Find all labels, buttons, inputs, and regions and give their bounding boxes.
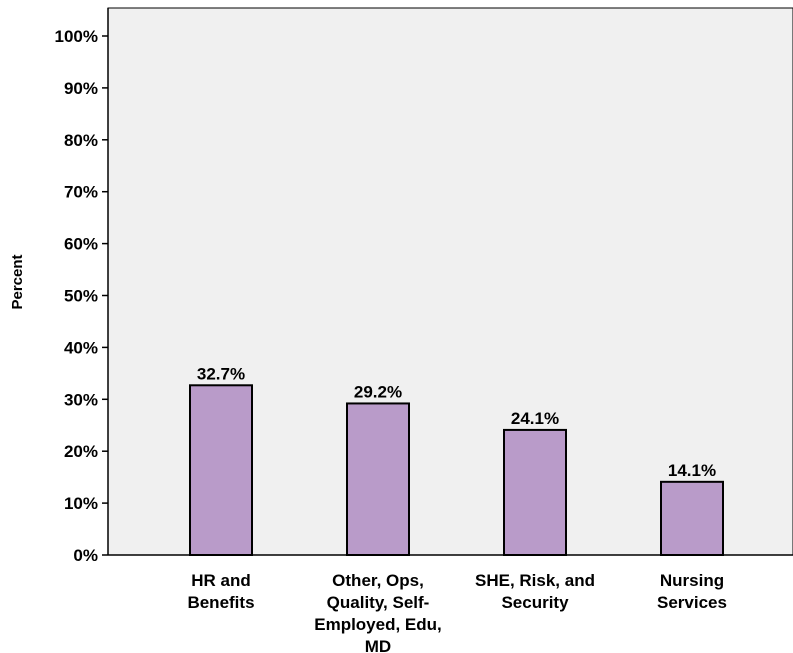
- y-tick-label: 70%: [64, 183, 98, 202]
- x-category-label-line: Other, Ops,: [332, 571, 424, 590]
- bar: [660, 480, 724, 557]
- bar-data-label: 29.2%: [354, 382, 402, 401]
- x-category-label: Other, Ops, Quality, Self- Employed, Edu, M…: [314, 571, 442, 653]
- y-tick-label: 40%: [64, 338, 98, 357]
- y-tick-label: 30%: [64, 390, 98, 409]
- bar-data-label: 32.7%: [197, 364, 245, 383]
- x-category-label-line: Services: [657, 593, 727, 612]
- y-tick-label: 50%: [64, 287, 98, 306]
- x-category-label-line: Nursing: [660, 571, 724, 590]
- x-category-label: SHE, Risk, and Security: [475, 571, 595, 612]
- bar: [503, 428, 567, 556]
- bar-data-label: 24.1%: [511, 409, 559, 428]
- x-category-label-line: Benefits: [187, 593, 254, 612]
- x-category-label-line: Quality, Self-: [327, 593, 430, 612]
- y-axis-ticks: 0% 10% 20% 30% 40% 50% 60% 70% 80% 90% 100%: [55, 27, 108, 565]
- y-tick-label: 100%: [55, 27, 98, 46]
- y-tick-label: 90%: [64, 79, 98, 98]
- y-tick-label: 0%: [73, 546, 98, 565]
- x-category-label-line: SHE, Risk, and: [475, 571, 595, 590]
- bar-series: [189, 384, 724, 557]
- y-tick-label: 80%: [64, 131, 98, 150]
- x-category-label: Nursing Services: [657, 571, 727, 612]
- x-category-label-line: HR and: [191, 571, 251, 590]
- x-axis-category-labels: HR and Benefits Other, Ops, Quality, Self- E…: [187, 571, 727, 653]
- y-axis-title: Percent: [9, 254, 26, 309]
- bar: [189, 384, 253, 556]
- x-category-label-line: Employed, Edu,: [314, 615, 442, 634]
- bar: [346, 402, 410, 556]
- y-tick-label: 60%: [64, 235, 98, 254]
- x-category-label-line: Security: [501, 593, 569, 612]
- bar-data-label: 14.1%: [668, 461, 716, 480]
- x-category-label-line: MD: [365, 637, 391, 653]
- y-tick-label: 20%: [64, 442, 98, 461]
- x-category-label: HR and Benefits: [187, 571, 254, 612]
- data-labels: 32.7% 29.2% 24.1% 14.1%: [197, 364, 716, 480]
- y-tick-label: 10%: [64, 494, 98, 513]
